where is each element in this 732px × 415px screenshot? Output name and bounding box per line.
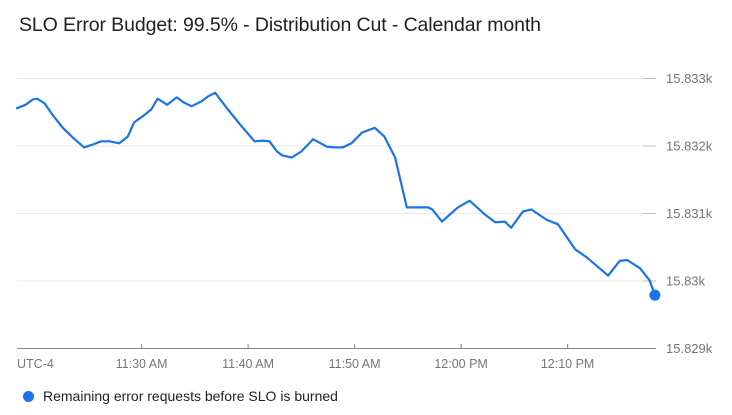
y-axis-label: 15.832k bbox=[666, 139, 713, 154]
x-axis-label: 12:00 PM bbox=[434, 357, 488, 371]
latest-value-dot bbox=[649, 289, 661, 301]
y-axis-label: 15.83k bbox=[666, 274, 706, 289]
legend-series-dot-icon bbox=[23, 390, 34, 402]
x-axis-label: 11:50 AM bbox=[329, 357, 381, 371]
x-axis-label: 12:10 PM bbox=[541, 357, 595, 371]
y-axis-label: 15.831k bbox=[666, 206, 713, 221]
x-axis-label: 11:40 AM bbox=[222, 357, 274, 371]
y-axis-label: 15.833k bbox=[666, 71, 713, 86]
legend: Remaining error requests before SLO is b… bbox=[23, 388, 338, 404]
chart-title: SLO Error Budget: 99.5% - Distribution C… bbox=[19, 14, 541, 36]
y-axis-label: 15.829k bbox=[666, 341, 713, 356]
x-axis-label: 11:30 AM bbox=[116, 357, 168, 371]
legend-series-label: Remaining error requests before SLO is b… bbox=[43, 388, 338, 404]
series-line bbox=[15, 91, 657, 297]
utc-offset-label: UTC-4 bbox=[17, 357, 54, 371]
